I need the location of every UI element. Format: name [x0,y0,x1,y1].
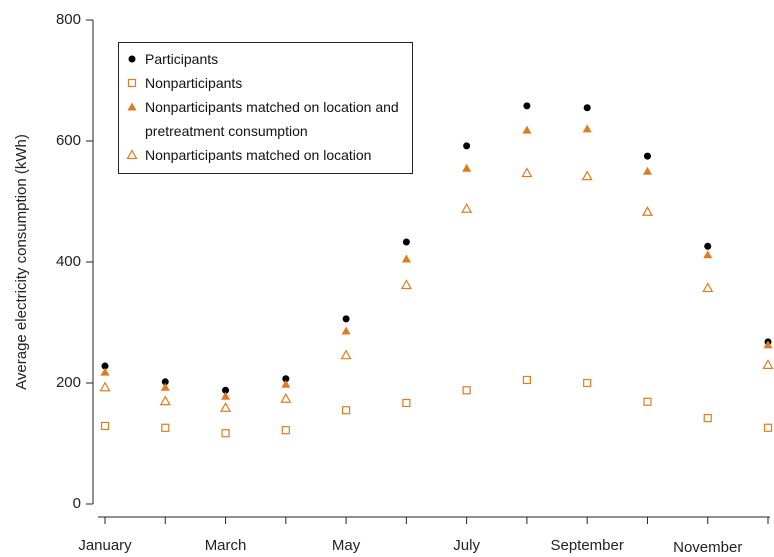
point [99,381,111,392]
point [220,402,232,412]
point [342,315,350,323]
point [522,125,532,134]
point [340,349,352,360]
point [641,206,653,216]
point [127,102,137,111]
point [702,282,714,293]
point [763,423,773,432]
point [100,367,110,376]
x-tick-label: September [550,537,623,554]
x-tick-label: January [78,537,132,554]
point [341,326,351,335]
y-tick-label: 600 [56,132,81,149]
point [402,238,410,246]
point [522,375,532,385]
point [160,382,170,391]
point [161,423,170,432]
x-tick-label: March [205,537,247,554]
x-tick-label: May [332,537,361,554]
point [281,426,290,435]
point [221,391,231,400]
point [282,375,290,383]
point [704,242,712,250]
point [462,386,471,395]
point [281,379,291,388]
legend-item: Nonparticipants [119,71,412,95]
point [341,406,351,415]
legend-marker [126,149,138,160]
point [583,104,591,112]
point [762,359,774,369]
x-tick-label: November [673,539,742,556]
point [280,393,292,403]
point [461,203,473,213]
point [100,421,110,431]
point [128,55,136,63]
point [642,166,652,175]
point [161,378,169,386]
y-tick-label: 200 [56,374,81,391]
point [523,102,531,110]
point [763,340,773,349]
legend-item: Participants [119,47,412,71]
point [221,429,230,438]
point [402,398,411,408]
y-axis-label: Average electricity consumption (kWh) [13,134,30,390]
legend-label: Nonparticipants matched on location and … [145,99,399,139]
point [127,78,137,88]
point [400,279,412,290]
legend-item: Nonparticipants matched on location and … [119,95,412,143]
y-tick-label: 0 [73,495,81,512]
point [643,397,652,406]
legend-marker [127,102,137,111]
point [643,152,651,160]
legend-label: Nonparticipants matched on location [145,147,372,163]
point [583,378,592,388]
x-tick-label: July [453,537,480,554]
point [703,413,712,423]
y-tick-label: 400 [56,253,81,270]
legend-item: Nonparticipants matched on location [119,143,412,167]
legend-marker [127,78,137,88]
legend: Participants Nonparticipants Nonparticipan… [118,42,413,174]
legend-label: Nonparticipants [145,75,243,91]
y-tick-label: 800 [56,11,81,28]
point [462,163,472,172]
legend-label: Participants [145,51,219,67]
point [581,170,593,181]
point [222,386,230,394]
point [521,167,533,178]
point [703,250,713,259]
point [401,254,411,263]
point [101,362,109,370]
point [126,149,138,160]
point [159,395,171,406]
point [463,142,471,150]
legend-marker [128,55,136,63]
point [582,124,592,133]
